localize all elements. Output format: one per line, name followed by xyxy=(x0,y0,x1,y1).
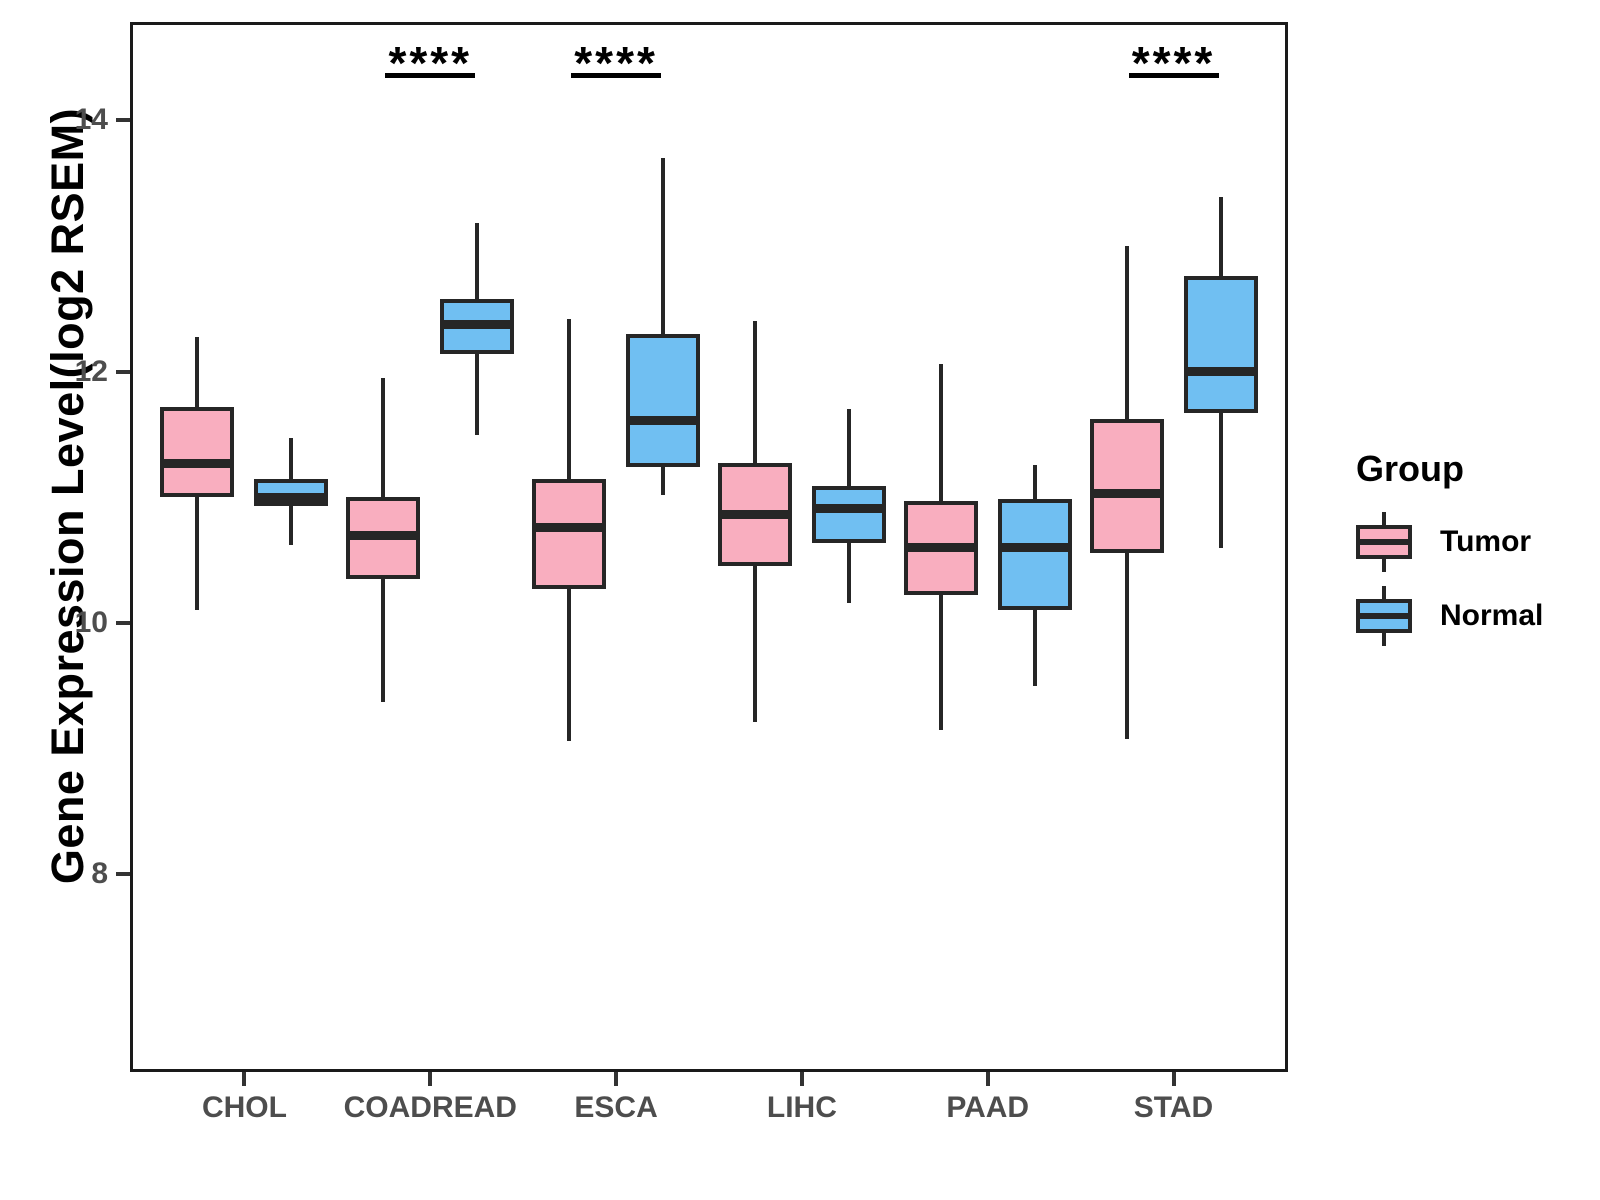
y-tick-mark xyxy=(116,621,130,625)
legend-label-tumor: Tumor xyxy=(1440,525,1532,558)
median-normal-paad xyxy=(997,543,1072,553)
x-tick-mark xyxy=(985,1072,990,1086)
significance-line-esca xyxy=(571,73,662,78)
legend-key-boxplot-icon xyxy=(1356,512,1412,572)
x-tick-mark xyxy=(1171,1072,1176,1086)
median-normal-chol xyxy=(254,492,329,502)
y-tick-label: 8 xyxy=(91,857,108,891)
median-normal-stad xyxy=(1183,367,1258,377)
median-normal-coadread xyxy=(440,319,515,329)
box-tumor-esca xyxy=(532,478,607,590)
box-normal-lihc xyxy=(811,486,886,543)
y-tick-label: 10 xyxy=(74,606,108,639)
significance-line-stad xyxy=(1128,73,1219,78)
legend-title: Group xyxy=(1356,448,1464,489)
legend-key-boxplot-icon xyxy=(1356,586,1412,646)
significance-line-coadread xyxy=(385,73,476,78)
significance-stars-coadread: **** xyxy=(388,37,473,89)
y-tick-label: 14 xyxy=(74,103,108,137)
median-tumor-paad xyxy=(903,543,978,553)
legend-entry-tumor: Tumor xyxy=(1356,512,1590,572)
x-tick-label-coadread: COADREAD xyxy=(343,1091,517,1124)
x-tick-mark xyxy=(428,1072,433,1086)
y-tick-label: 12 xyxy=(74,354,108,388)
box-normal-stad xyxy=(1183,276,1258,414)
x-tick-label-esca: ESCA xyxy=(574,1091,658,1124)
significance-stars-stad: **** xyxy=(1131,37,1216,89)
y-tick-mark xyxy=(116,872,130,877)
legend-entry-normal: Normal xyxy=(1356,586,1590,646)
median-tumor-lihc xyxy=(717,510,792,520)
median-tumor-chol xyxy=(160,458,235,468)
box-tumor-chol xyxy=(160,406,235,498)
legend-key-median xyxy=(1356,539,1412,545)
x-tick-label-chol: CHOL xyxy=(201,1091,287,1124)
median-tumor-coadread xyxy=(346,530,421,540)
legend-key-median xyxy=(1356,613,1412,619)
x-tick-mark xyxy=(614,1072,619,1086)
x-tick-mark xyxy=(242,1072,247,1086)
x-tick-mark xyxy=(799,1072,804,1086)
box-normal-paad xyxy=(997,498,1072,611)
y-tick-mark xyxy=(116,369,130,374)
significance-stars-esca: **** xyxy=(574,37,658,89)
whisker-normal-esca xyxy=(661,158,666,495)
median-tumor-esca xyxy=(532,523,607,533)
median-tumor-stad xyxy=(1089,489,1164,499)
box-normal-esca xyxy=(626,334,701,468)
median-normal-esca xyxy=(626,416,701,426)
median-normal-lihc xyxy=(811,504,886,514)
legend-label-normal: Normal xyxy=(1440,599,1544,632)
x-tick-label-stad: STAD xyxy=(1133,1091,1214,1124)
x-tick-label-paad: PAAD xyxy=(946,1091,1030,1124)
x-tick-label-lihc: LIHC xyxy=(766,1091,837,1124)
legend-rows: Tumor Normal xyxy=(1340,512,1590,646)
legend: Group Tumor Normal xyxy=(1340,448,1590,660)
y-tick-mark xyxy=(116,118,130,123)
box-tumor-stad xyxy=(1089,419,1164,553)
y-axis-title: Gene Expression Level(log2 RSEM) xyxy=(42,107,93,885)
